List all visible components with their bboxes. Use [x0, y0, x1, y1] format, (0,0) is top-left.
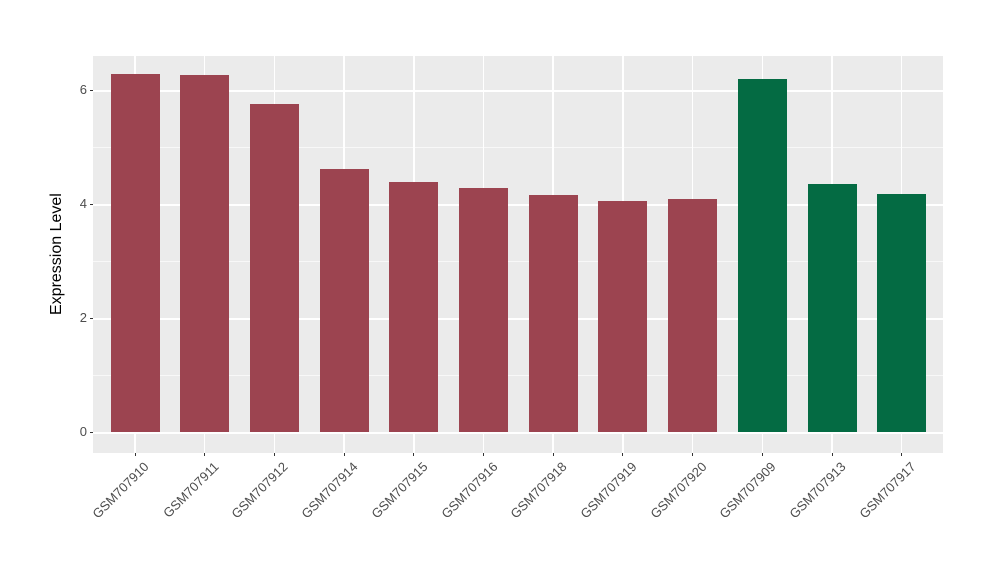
- x-tick-label: GSM707910: [89, 459, 152, 522]
- x-tick-label: GSM707914: [298, 459, 361, 522]
- x-tick-label: GSM707916: [437, 459, 501, 522]
- y-tick-label: 2: [79, 310, 87, 325]
- x-tick-mark: [134, 453, 136, 456]
- x-tick-mark: [204, 453, 206, 456]
- bar-GSM707919: [598, 201, 648, 432]
- x-tick-label: GSM707913: [786, 459, 849, 522]
- x-tick-mark: [552, 453, 554, 456]
- y-tick-label: 6: [79, 82, 87, 97]
- x-tick-mark: [273, 453, 275, 456]
- bar-GSM707913: [807, 184, 857, 432]
- x-tick-label: GSM707909: [716, 459, 779, 522]
- x-tick-mark: [761, 453, 763, 456]
- bar-GSM707911: [180, 75, 230, 432]
- x-tick-label: GSM707912: [228, 459, 292, 522]
- bar-GSM707915: [389, 182, 439, 432]
- y-tick-label: 0: [79, 424, 87, 439]
- gridline-minor: [93, 375, 943, 376]
- y-tick-mark: [90, 432, 93, 433]
- y-tick-label: 4: [79, 196, 87, 211]
- x-tick-label: GSM707919: [577, 459, 640, 522]
- x-tick-label: GSM707911: [159, 459, 222, 521]
- x-tick-mark: [901, 453, 903, 456]
- gridline-major: [93, 90, 943, 92]
- x-tick-mark: [622, 453, 624, 456]
- x-tick-label: GSM707917: [856, 459, 919, 522]
- gridline-major: [93, 432, 943, 434]
- bar-GSM707918: [528, 195, 578, 432]
- x-tick-mark: [413, 453, 415, 456]
- bar-GSM707916: [459, 188, 508, 432]
- x-tick-mark: [692, 453, 694, 456]
- x-tick-mark: [483, 453, 484, 456]
- x-tick-mark: [831, 453, 833, 456]
- bar-GSM707910: [110, 74, 160, 432]
- bar-GSM707912: [249, 103, 299, 432]
- x-tick-mark: [343, 453, 345, 456]
- plot-panel: [93, 56, 943, 453]
- y-tick-mark: [90, 204, 93, 205]
- x-tick-label: GSM707920: [646, 459, 710, 522]
- gridline-major: [93, 318, 943, 320]
- y-axis-title: Expression Level: [48, 193, 65, 316]
- gridline-minor: [93, 147, 943, 148]
- y-tick-mark: [90, 90, 93, 91]
- bar-GSM707917: [877, 194, 927, 432]
- gridline-minor: [93, 261, 943, 262]
- bar-GSM707914: [319, 168, 369, 432]
- bar-GSM707909: [737, 79, 787, 432]
- y-tick-mark: [90, 318, 93, 319]
- x-tick-label: GSM707915: [368, 459, 431, 522]
- gridline-major: [93, 204, 943, 206]
- bar-GSM707920: [668, 199, 718, 432]
- x-tick-label: GSM707918: [507, 459, 570, 522]
